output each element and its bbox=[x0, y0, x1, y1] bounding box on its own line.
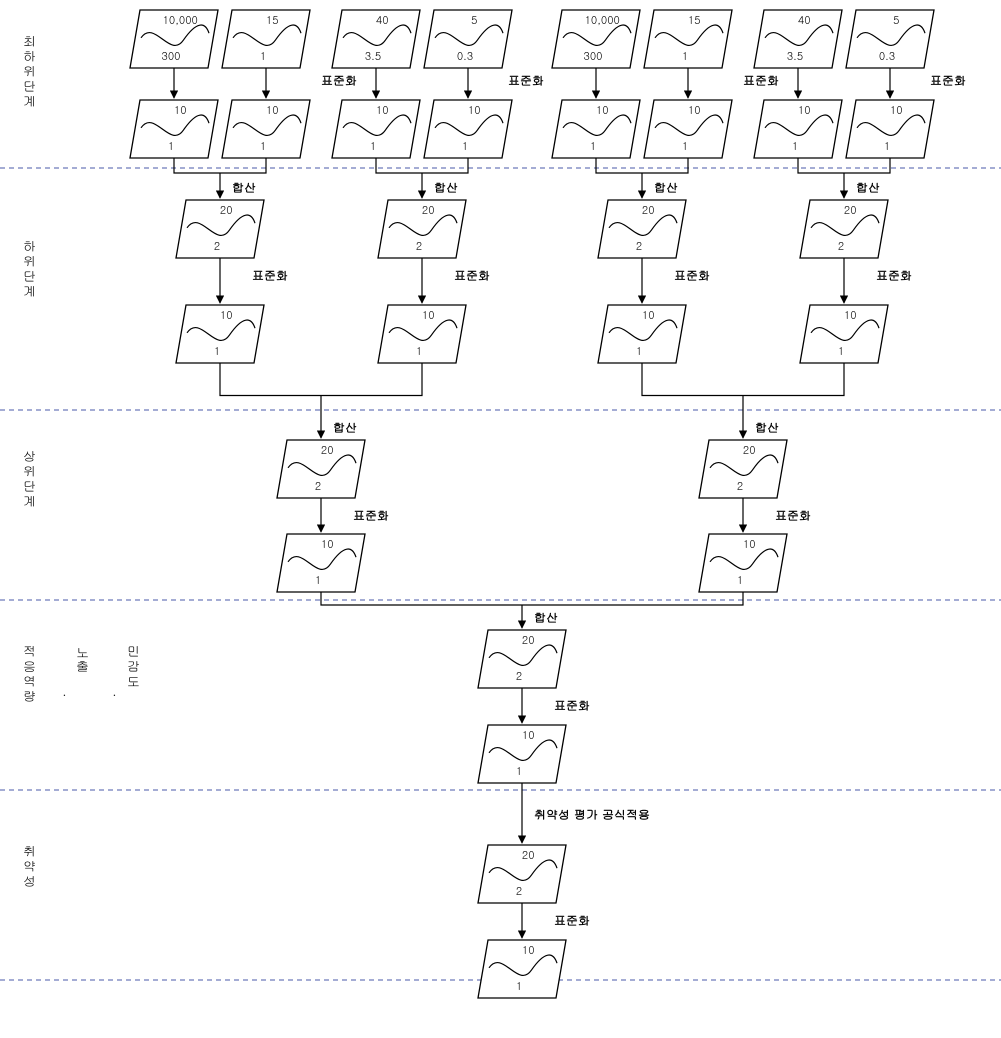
box-bottom-value: 2 bbox=[737, 479, 743, 494]
box-bottom-value: 1 bbox=[682, 139, 688, 154]
box-top-value: 10 bbox=[688, 103, 701, 118]
dot: · bbox=[62, 685, 67, 704]
dot: · bbox=[112, 685, 117, 704]
box-top-value: 10 bbox=[376, 103, 389, 118]
formula-label: 취약성 평가 공식적용 bbox=[534, 806, 650, 823]
sum-label: 합산 bbox=[856, 179, 880, 196]
box-bottom-value: 1 bbox=[168, 139, 174, 154]
box-top-value: 40 bbox=[798, 13, 811, 28]
sum-label: 합산 bbox=[333, 419, 357, 436]
sum-label: 합산 bbox=[534, 609, 558, 626]
box-bottom-value: 1 bbox=[462, 139, 468, 154]
std-label: 표준화 bbox=[554, 912, 590, 929]
std-label: 표준화 bbox=[321, 72, 357, 89]
box-bottom-value: 3.5 bbox=[365, 49, 381, 64]
box-bottom-value: 2 bbox=[416, 239, 422, 254]
box-top-value: 5 bbox=[471, 13, 477, 28]
box-top-value: 10 bbox=[266, 103, 279, 118]
std-label: 표준화 bbox=[252, 267, 288, 284]
box-top-value: 10 bbox=[522, 728, 535, 743]
box-bottom-value: 2 bbox=[214, 239, 220, 254]
box-top-value: 10 bbox=[174, 103, 187, 118]
std-label: 표준화 bbox=[554, 697, 590, 714]
row-label-1: 최하위단계 bbox=[20, 35, 39, 110]
box-bottom-value: 1 bbox=[884, 139, 890, 154]
box-bottom-value: 300 bbox=[162, 49, 181, 64]
box-bottom-value: 2 bbox=[516, 669, 522, 684]
box-top-value: 20 bbox=[422, 203, 435, 218]
box-top-value: 20 bbox=[642, 203, 655, 218]
box-bottom-value: 1 bbox=[370, 139, 376, 154]
box-top-value: 20 bbox=[321, 443, 334, 458]
box-bottom-value: 1 bbox=[315, 573, 321, 588]
box-bottom-value: 2 bbox=[838, 239, 844, 254]
box-top-value: 5 bbox=[893, 13, 899, 28]
std-label: 표준화 bbox=[353, 507, 389, 524]
box-top-value: 10,000 bbox=[585, 13, 620, 28]
std-label: 표준화 bbox=[674, 267, 710, 284]
sum-label: 합산 bbox=[232, 179, 256, 196]
std-label: 표준화 bbox=[930, 72, 966, 89]
box-top-value: 10 bbox=[422, 308, 435, 323]
sum-label: 합산 bbox=[434, 179, 458, 196]
box-top-value: 15 bbox=[266, 13, 279, 28]
box-bottom-value: 1 bbox=[590, 139, 596, 154]
std-label: 표준화 bbox=[454, 267, 490, 284]
box-top-value: 10 bbox=[798, 103, 811, 118]
row-label-4c: 민감도 bbox=[124, 645, 143, 690]
box-bottom-value: 1 bbox=[416, 344, 422, 359]
box-top-value: 10,000 bbox=[163, 13, 198, 28]
row-label-4a: 적응역량 bbox=[20, 645, 39, 705]
box-top-value: 10 bbox=[642, 308, 655, 323]
box-top-value: 10 bbox=[596, 103, 609, 118]
box-bottom-value: 0.3 bbox=[457, 49, 473, 64]
box-bottom-value: 1 bbox=[260, 49, 266, 64]
box-bottom-value: 1 bbox=[636, 344, 642, 359]
box-bottom-value: 1 bbox=[516, 764, 522, 779]
sum-label: 합산 bbox=[755, 419, 779, 436]
box-bottom-value: 2 bbox=[636, 239, 642, 254]
box-top-value: 10 bbox=[321, 537, 334, 552]
box-top-value: 20 bbox=[522, 633, 535, 648]
box-bottom-value: 1 bbox=[682, 49, 688, 64]
row-label-4b: 노출 bbox=[73, 645, 92, 675]
box-bottom-value: 1 bbox=[838, 344, 844, 359]
box-bottom-value: 1 bbox=[516, 979, 522, 994]
row-label-3: 상위단계 bbox=[20, 450, 39, 510]
sum-label: 합산 bbox=[654, 179, 678, 196]
box-bottom-value: 3.5 bbox=[787, 49, 803, 64]
box-top-value: 15 bbox=[688, 13, 701, 28]
box-top-value: 10 bbox=[220, 308, 233, 323]
box-top-value: 10 bbox=[743, 537, 756, 552]
box-top-value: 10 bbox=[890, 103, 903, 118]
box-top-value: 10 bbox=[844, 308, 857, 323]
std-label: 표준화 bbox=[775, 507, 811, 524]
box-top-value: 20 bbox=[522, 848, 535, 863]
box-top-value: 20 bbox=[743, 443, 756, 458]
box-top-value: 10 bbox=[522, 943, 535, 958]
std-label: 표준화 bbox=[876, 267, 912, 284]
std-label: 표준화 bbox=[508, 72, 544, 89]
box-bottom-value: 1 bbox=[737, 573, 743, 588]
box-bottom-value: 1 bbox=[792, 139, 798, 154]
box-bottom-value: 1 bbox=[214, 344, 220, 359]
std-label: 표준화 bbox=[743, 72, 779, 89]
row-label-5: 취약성 bbox=[20, 845, 39, 890]
box-bottom-value: 1 bbox=[260, 139, 266, 154]
box-bottom-value: 2 bbox=[315, 479, 321, 494]
box-bottom-value: 300 bbox=[584, 49, 603, 64]
box-top-value: 10 bbox=[468, 103, 481, 118]
box-top-value: 40 bbox=[376, 13, 389, 28]
box-bottom-value: 0.3 bbox=[879, 49, 895, 64]
row-label-2: 하위단계 bbox=[20, 240, 39, 300]
box-top-value: 20 bbox=[844, 203, 857, 218]
box-bottom-value: 2 bbox=[516, 884, 522, 899]
box-top-value: 20 bbox=[220, 203, 233, 218]
